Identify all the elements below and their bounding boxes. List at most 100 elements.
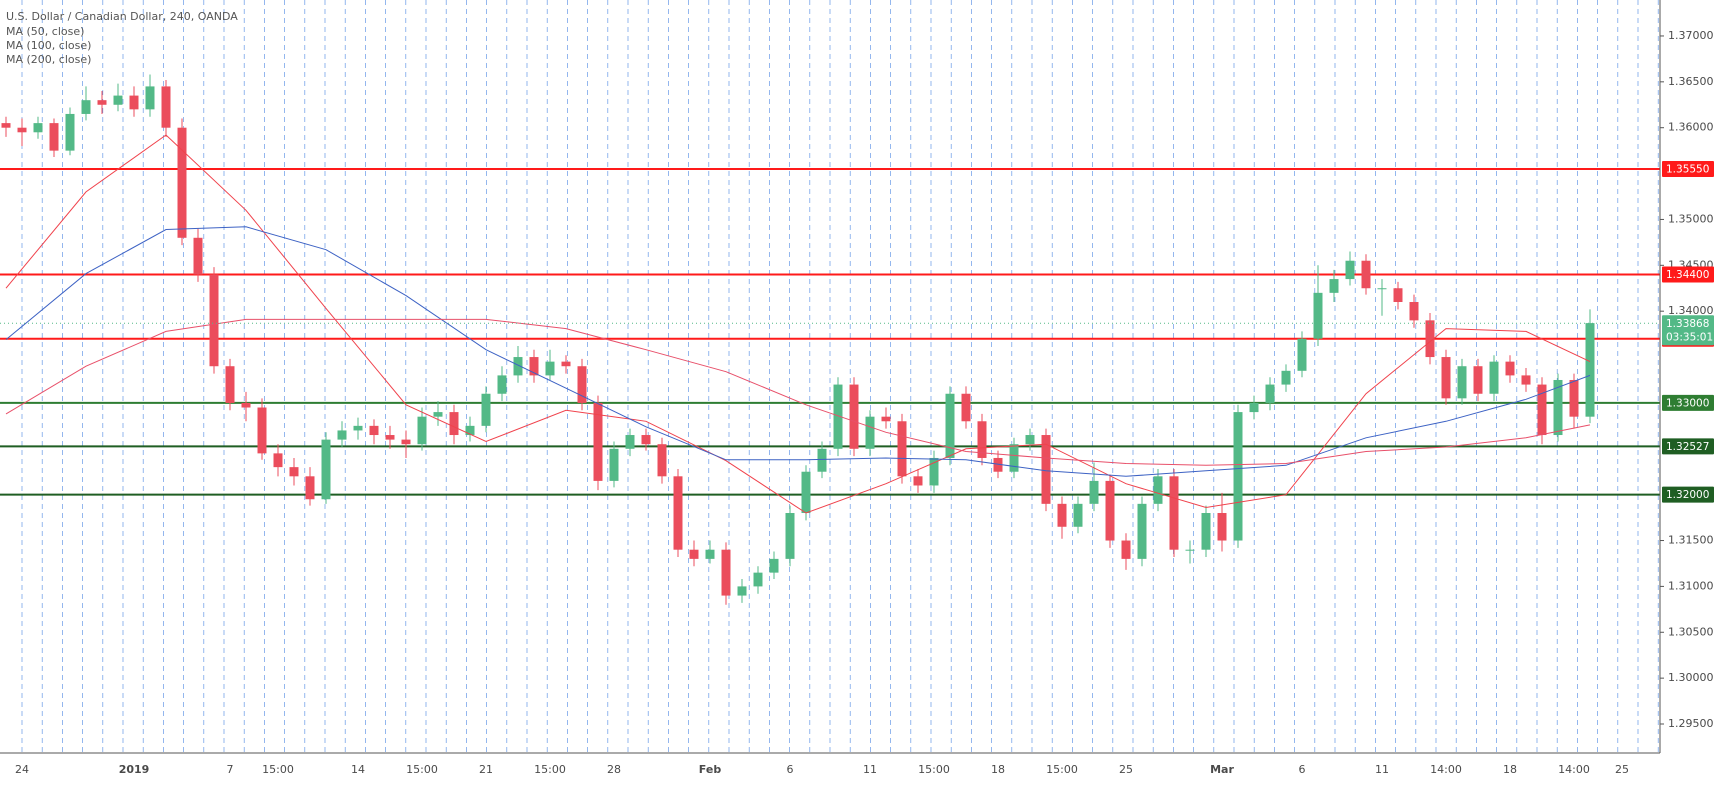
candle-body bbox=[1569, 379, 1579, 417]
candle-body bbox=[225, 366, 235, 403]
candle-body bbox=[977, 421, 987, 458]
level-tag-label: 1.32000 bbox=[1666, 489, 1709, 501]
candle-body bbox=[705, 549, 715, 559]
candle-body bbox=[161, 86, 171, 128]
last-price-tag bbox=[1662, 315, 1714, 346]
candle-body bbox=[577, 366, 587, 403]
candle-body bbox=[465, 425, 475, 436]
candle-body bbox=[1121, 540, 1131, 559]
countdown: 03:35:01 bbox=[1666, 331, 1713, 343]
candle-body bbox=[33, 123, 43, 133]
candle-body bbox=[929, 457, 939, 486]
candle-body bbox=[1425, 320, 1435, 358]
candle-body bbox=[337, 430, 347, 440]
x-tick-label: 21 bbox=[479, 763, 493, 776]
candle-body bbox=[497, 375, 507, 394]
candle-body bbox=[129, 95, 139, 110]
level-tag-label: 1.34400 bbox=[1666, 269, 1709, 281]
candle-body bbox=[1537, 384, 1547, 436]
candle-body bbox=[1441, 357, 1451, 399]
candle-body bbox=[817, 448, 827, 472]
candle-body bbox=[1505, 361, 1515, 376]
candle-body bbox=[1281, 370, 1291, 385]
candle-body bbox=[321, 439, 331, 500]
candle-body bbox=[641, 435, 651, 445]
x-tick-label: 18 bbox=[991, 763, 1005, 776]
moving-average bbox=[5, 226, 1591, 477]
candle-body bbox=[257, 407, 267, 454]
candle-body bbox=[1105, 480, 1115, 541]
candle-body bbox=[1153, 476, 1163, 504]
candle-body bbox=[273, 453, 283, 468]
candle-body bbox=[689, 549, 699, 559]
candle-body bbox=[913, 476, 923, 486]
x-tick-label: 11 bbox=[1375, 763, 1389, 776]
x-tick-label: 18 bbox=[1503, 763, 1517, 776]
candle-body bbox=[1057, 503, 1067, 527]
last-price-label: 1.33868 bbox=[1666, 318, 1709, 330]
candle-body bbox=[1249, 402, 1259, 413]
candle-body bbox=[1009, 444, 1019, 472]
candle-body bbox=[961, 393, 971, 422]
candle-body bbox=[1473, 366, 1483, 394]
x-tick-label: 15:00 bbox=[918, 763, 950, 776]
candle-body bbox=[65, 113, 75, 151]
candle-body bbox=[81, 100, 91, 114]
legend-entry: MA (50, close) bbox=[6, 25, 84, 38]
y-tick-label: 1.37000 bbox=[1668, 29, 1714, 42]
x-tick-label: 14 bbox=[351, 763, 365, 776]
candle-body bbox=[49, 123, 59, 151]
x-tick-label: 6 bbox=[1299, 763, 1306, 776]
level-tag-label: 1.33000 bbox=[1666, 397, 1709, 409]
level-tag-label: 1.35550 bbox=[1666, 163, 1709, 175]
y-tick-label: 1.36500 bbox=[1668, 75, 1714, 88]
x-tick-label: 15:00 bbox=[534, 763, 566, 776]
candle-body bbox=[1233, 412, 1243, 541]
candle-body bbox=[1265, 384, 1275, 403]
y-tick-label: 1.30500 bbox=[1668, 625, 1714, 638]
y-tick-label: 1.34000 bbox=[1668, 304, 1714, 317]
candle-body bbox=[1393, 288, 1403, 303]
candle-body bbox=[737, 586, 747, 596]
legend-entry: MA (100, close) bbox=[6, 39, 91, 52]
candle-body bbox=[1089, 480, 1099, 504]
candle-body bbox=[1585, 323, 1595, 417]
candle-body bbox=[993, 457, 1003, 472]
candle-body bbox=[897, 421, 907, 477]
x-tick-label: 7 bbox=[227, 763, 234, 776]
candle-body bbox=[385, 435, 395, 440]
candle-body bbox=[353, 425, 363, 431]
candle-body bbox=[721, 549, 731, 596]
candle-body bbox=[609, 448, 619, 481]
candle-body bbox=[1201, 513, 1211, 550]
candle-body bbox=[17, 127, 27, 133]
x-tick-label: 28 bbox=[607, 763, 621, 776]
level-tag bbox=[1662, 438, 1714, 455]
x-tick-label: 24 bbox=[15, 763, 29, 776]
candle-body bbox=[1377, 288, 1387, 290]
x-tick-label: Mar bbox=[1210, 763, 1234, 776]
candle-body bbox=[1409, 302, 1419, 321]
x-tick-label: 15:00 bbox=[262, 763, 294, 776]
candle-body bbox=[769, 558, 779, 573]
candle-body bbox=[625, 435, 635, 449]
candle-body bbox=[945, 393, 955, 458]
candle-body bbox=[593, 402, 603, 481]
candle-body bbox=[849, 384, 859, 449]
candle-body bbox=[1489, 361, 1499, 394]
candle-body bbox=[561, 361, 571, 367]
candle-body bbox=[1313, 292, 1323, 339]
candle-body bbox=[289, 467, 299, 477]
candle-body bbox=[1137, 503, 1147, 559]
y-tick-label: 1.36000 bbox=[1668, 121, 1714, 134]
y-tick-label: 1.30000 bbox=[1668, 671, 1714, 684]
moving-average bbox=[5, 134, 1591, 514]
candle-body bbox=[241, 402, 251, 408]
x-tick-label: Feb bbox=[699, 763, 722, 776]
candle-body bbox=[481, 393, 491, 426]
chart-title: U.S. Dollar / Canadian Dollar, 240, OAND… bbox=[6, 10, 238, 23]
candle-body bbox=[417, 416, 427, 445]
legend-entry: MA (200, close) bbox=[6, 53, 91, 66]
candle-body bbox=[801, 471, 811, 514]
x-tick-label: 25 bbox=[1615, 763, 1629, 776]
